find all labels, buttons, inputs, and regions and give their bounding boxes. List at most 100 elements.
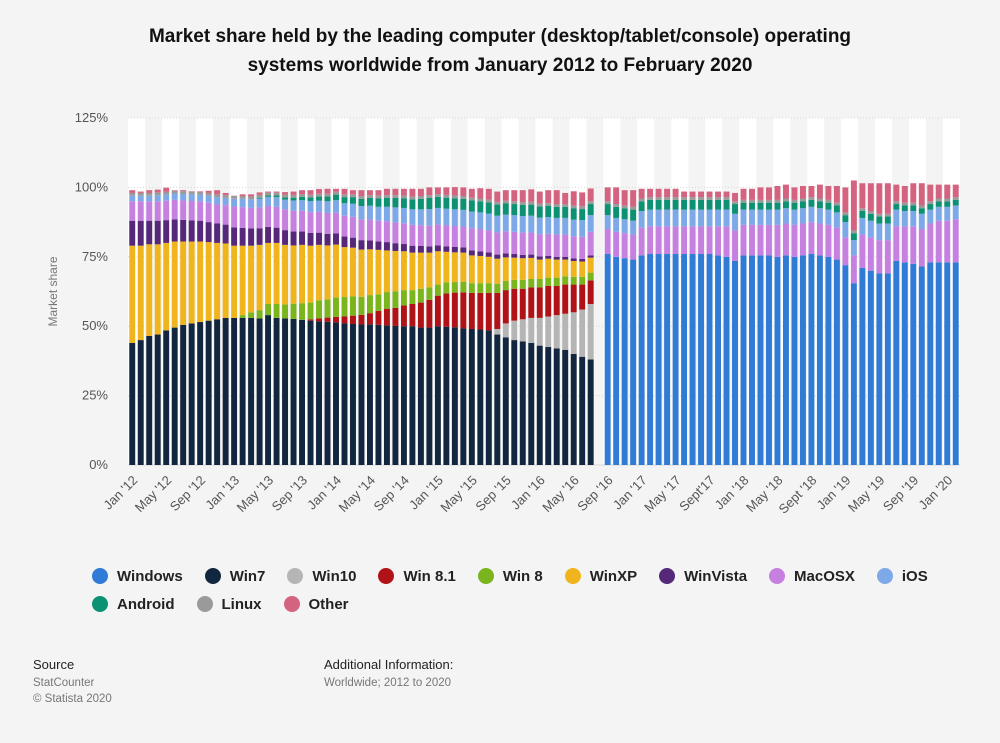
bar-segment-winxp[interactable] — [494, 258, 501, 284]
bar-segment-linux[interactable] — [350, 194, 356, 198]
bar-segment-win7[interactable] — [494, 334, 501, 465]
bar-segment-other[interactable] — [944, 184, 951, 199]
bar-segment-macosx[interactable] — [825, 224, 832, 257]
bar-segment-win10[interactable] — [545, 316, 552, 348]
bar-segment-win-8-1[interactable] — [316, 318, 322, 322]
bar-segment-android[interactable] — [850, 233, 857, 241]
bar-segment-winxp[interactable] — [180, 241, 187, 325]
bar-segment-winvista[interactable] — [324, 233, 331, 246]
bar-segment-linux[interactable] — [163, 191, 170, 195]
bar-segment-winxp[interactable] — [273, 242, 280, 304]
bar-segment-linux[interactable] — [859, 208, 866, 211]
bar-segment-other[interactable] — [324, 188, 331, 194]
bar-segment-winvista[interactable] — [570, 258, 577, 261]
bar-segment-linux[interactable] — [732, 201, 738, 205]
bar-segment-linux[interactable] — [884, 213, 891, 217]
bar-segment-win-8-1[interactable] — [358, 314, 365, 325]
bar-segment-linux[interactable] — [366, 195, 373, 198]
bar-segment-win-8-1[interactable] — [528, 287, 535, 318]
bar-segment-linux[interactable] — [715, 197, 722, 200]
bar-segment-linux[interactable] — [638, 198, 645, 202]
bar-segment-linux[interactable] — [214, 194, 221, 198]
bar-segment-win-8[interactable] — [460, 281, 467, 293]
bar-segment-other[interactable] — [825, 186, 832, 200]
bar-segment-other[interactable] — [375, 190, 382, 196]
bar-segment-winvista[interactable] — [197, 220, 204, 242]
bar-segment-macosx[interactable] — [681, 226, 688, 255]
bar-segment-android[interactable] — [681, 199, 688, 210]
bar-segment-linux[interactable] — [282, 194, 289, 198]
bar-segment-other[interactable] — [638, 188, 645, 199]
bar-segment-winvista[interactable] — [460, 247, 467, 253]
bar-segment-other[interactable] — [256, 192, 263, 195]
bar-segment-linux[interactable] — [409, 196, 416, 200]
bar-segment-windows[interactable] — [782, 255, 789, 465]
bar-segment-win-8[interactable] — [477, 283, 484, 293]
bar-segment-macosx[interactable] — [366, 219, 373, 241]
bar-segment-winvista[interactable] — [443, 246, 450, 252]
bar-segment-macosx[interactable] — [528, 232, 535, 255]
bar-segment-ios[interactable] — [485, 213, 492, 231]
bar-segment-winxp[interactable] — [553, 259, 560, 278]
bar-segment-android[interactable] — [426, 197, 433, 210]
bar-segment-windows[interactable] — [952, 262, 959, 465]
bar-segment-winvista[interactable] — [265, 226, 272, 243]
bar-segment-winvista[interactable] — [468, 250, 475, 256]
legend-item-linux[interactable]: Linux — [196, 594, 262, 614]
bar-segment-winvista[interactable] — [485, 252, 492, 257]
bar-segment-ios[interactable] — [163, 194, 170, 201]
bar-segment-winxp[interactable] — [536, 259, 543, 280]
bar-segment-win7[interactable] — [350, 323, 356, 465]
bar-segment-ios[interactable] — [307, 201, 314, 213]
bar-segment-linux[interactable] — [383, 195, 390, 198]
bar-segment-ios[interactable] — [409, 209, 416, 225]
bar-segment-other[interactable] — [587, 188, 594, 202]
bar-segment-win-8-1[interactable] — [307, 319, 314, 321]
bar-segment-windows[interactable] — [850, 283, 857, 465]
bar-segment-other[interactable] — [715, 191, 722, 198]
bar-segment-win-8[interactable] — [256, 310, 263, 319]
bar-segment-ios[interactable] — [901, 211, 908, 227]
bar-segment-linux[interactable] — [621, 205, 628, 209]
bar-segment-linux[interactable] — [265, 192, 272, 196]
bar-segment-macosx[interactable] — [613, 231, 620, 257]
bar-segment-android[interactable] — [715, 199, 722, 210]
bar-segment-other[interactable] — [935, 184, 942, 199]
bar-segment-linux[interactable] — [273, 192, 280, 196]
bar-segment-win-8-1[interactable] — [494, 292, 501, 329]
bar-segment-ios[interactable] — [417, 209, 424, 226]
bar-segment-macosx[interactable] — [740, 224, 747, 256]
bar-segment-macosx[interactable] — [799, 223, 806, 256]
bar-segment-android[interactable] — [324, 196, 331, 202]
bar-segment-linux[interactable] — [333, 191, 339, 195]
bar-segment-linux[interactable] — [901, 202, 908, 206]
bar-segment-android[interactable] — [630, 209, 637, 221]
bar-segment-ios[interactable] — [129, 195, 136, 202]
bar-segment-win10[interactable] — [562, 313, 569, 350]
bar-segment-macosx[interactable] — [222, 205, 229, 225]
bar-segment-ios[interactable] — [333, 200, 339, 213]
bar-segment-winxp[interactable] — [587, 257, 594, 273]
bar-segment-winxp[interactable] — [197, 241, 204, 323]
bar-segment-macosx[interactable] — [664, 226, 671, 255]
bar-segment-winvista[interactable] — [256, 228, 263, 245]
bar-segment-winvista[interactable] — [290, 231, 297, 246]
bar-segment-win-8[interactable] — [273, 303, 280, 318]
bar-segment-winxp[interactable] — [290, 245, 297, 304]
bar-segment-macosx[interactable] — [757, 224, 764, 256]
bar-segment-win7[interactable] — [417, 327, 424, 465]
bar-segment-ios[interactable] — [952, 205, 959, 220]
bar-segment-macosx[interactable] — [333, 212, 339, 234]
bar-segment-macosx[interactable] — [859, 234, 866, 268]
bar-segment-winxp[interactable] — [545, 258, 552, 278]
bar-segment-ios[interactable] — [426, 209, 433, 226]
bar-segment-linux[interactable] — [358, 196, 365, 199]
bar-segment-win7[interactable] — [256, 318, 263, 465]
bar-segment-winvista[interactable] — [409, 245, 416, 253]
bar-segment-win7[interactable] — [163, 330, 170, 465]
bar-segment-android[interactable] — [655, 199, 662, 210]
bar-segment-other[interactable] — [511, 190, 518, 202]
bar-segment-ios[interactable] — [248, 199, 255, 208]
bar-segment-other[interactable] — [197, 191, 204, 192]
bar-segment-android[interactable] — [740, 202, 747, 210]
